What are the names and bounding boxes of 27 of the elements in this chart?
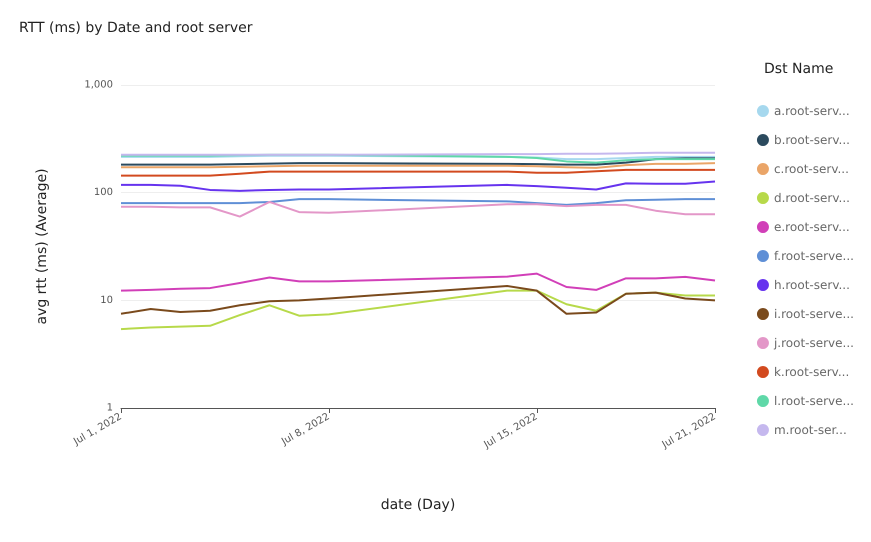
line-series [120,272,716,292]
line-series [120,200,716,218]
line-series [120,284,716,315]
legend-label: c.root-serv... [774,162,849,176]
y-tick-label: 100 [94,187,113,198]
legend-label: e.root-serv... [774,220,850,234]
line-series [120,180,716,192]
legend-label: m.root-ser... [774,423,847,437]
y-tick-label: 1 [106,402,113,414]
line-series [120,290,716,330]
x-axis-title: date (Day) [380,497,456,513]
legend-label: j.root-serve... [772,336,854,350]
legend-label: h.root-serv... [774,278,850,292]
legend-label: i.root-serve... [774,307,854,321]
y-tick-label: 10 [100,294,113,306]
legend-label: b.root-serv... [774,133,850,147]
legend-title: Dst Name [764,61,834,77]
line-series [120,157,716,166]
legend-label: d.root-serv... [774,191,850,205]
y-tick-label: 1,000 [84,80,113,90]
y-axis-title: avg rtt (ms) (Average) [34,168,50,325]
line-series [120,154,716,164]
legend-label: l.root-serve... [774,394,854,408]
legend-label: f.root-serve... [774,249,854,263]
chart-title: RTT (ms) by Date and root server [19,20,253,36]
legend-label: k.root-serv... [774,365,850,379]
legend-label: a.root-serv... [774,104,850,118]
